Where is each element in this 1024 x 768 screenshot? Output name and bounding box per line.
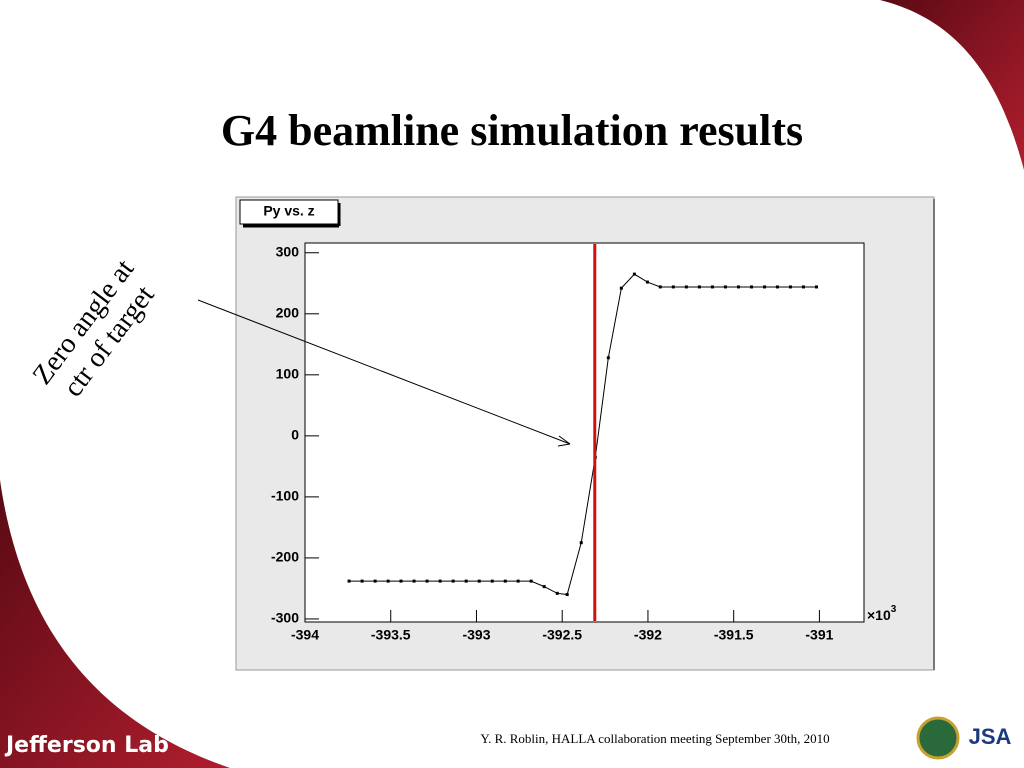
x-tick-label: -393 (462, 627, 490, 643)
y-tick-label: 300 (276, 243, 300, 259)
arrow-head (557, 435, 571, 447)
data-point (697, 285, 701, 289)
corner-decoration (0, 480, 230, 768)
data-point (386, 579, 390, 583)
data-point (412, 579, 416, 583)
y-tick-label: 100 (276, 366, 300, 382)
x-scale-label: ×103 (867, 604, 897, 623)
data-point (503, 579, 507, 583)
data-point (750, 285, 754, 289)
y-tick-label: -100 (271, 488, 299, 504)
seal-icon (916, 716, 960, 760)
data-point (632, 272, 636, 276)
x-tick-label: -393.5 (371, 627, 411, 643)
data-point (565, 593, 569, 597)
slide-title: G4 beamline simulation results (221, 106, 803, 155)
data-point (736, 285, 740, 289)
logo-right: JSA (969, 724, 1012, 749)
y-tick-label: -300 (271, 610, 299, 626)
x-tick-label: -392 (634, 627, 662, 643)
data-point (490, 579, 494, 583)
x-tick-label: -392.5 (542, 627, 582, 643)
logo-left: Jefferson Lab (4, 733, 169, 758)
corner-decoration (880, 0, 1024, 170)
data-point (606, 356, 610, 360)
chart-title-box (239, 199, 339, 225)
data-point (399, 579, 403, 583)
x-tick-label: -394 (291, 627, 319, 643)
data-point (815, 285, 819, 289)
data-point (710, 285, 714, 289)
data-point (555, 591, 559, 595)
data-point (477, 579, 481, 583)
data-point (684, 285, 688, 289)
annotation-arrow (197, 299, 571, 445)
data-point (542, 585, 546, 589)
data-point (775, 285, 779, 289)
annotation: Zero angle at ctr of target (27, 254, 161, 403)
data-point (801, 285, 805, 289)
x-tick-label: -391 (805, 627, 833, 643)
y-tick-label: -200 (271, 549, 299, 565)
data-point (451, 579, 455, 583)
data-point (788, 285, 792, 289)
y-tick-label: 200 (276, 304, 300, 320)
data-point (723, 285, 727, 289)
footer: Y. R. Roblin, HALLA collaboration meetin… (480, 731, 829, 746)
data-point (464, 579, 468, 583)
data-point (425, 579, 429, 583)
data-point (347, 579, 351, 583)
data-point (671, 285, 675, 289)
x-scale-base: ×10 (867, 607, 891, 623)
plot-area (304, 242, 865, 623)
data-point (516, 579, 520, 583)
x-tick-label: -391.5 (714, 627, 754, 643)
data-point (529, 579, 533, 583)
data-point (619, 286, 623, 290)
data-point (645, 280, 649, 284)
data-point (360, 579, 364, 583)
data-point (658, 285, 662, 289)
data-point (373, 579, 377, 583)
x-scale-exp: 3 (891, 604, 897, 615)
data-point (579, 541, 583, 545)
chart-title: Py vs. z (263, 203, 314, 219)
y-tick-label: 0 (291, 427, 299, 443)
data-point (438, 579, 442, 583)
data-point (763, 285, 767, 289)
